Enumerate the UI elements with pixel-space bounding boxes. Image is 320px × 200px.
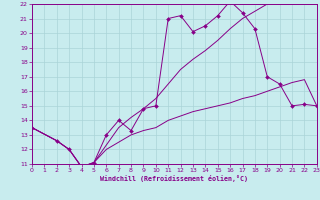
X-axis label: Windchill (Refroidissement éolien,°C): Windchill (Refroidissement éolien,°C)	[100, 175, 248, 182]
